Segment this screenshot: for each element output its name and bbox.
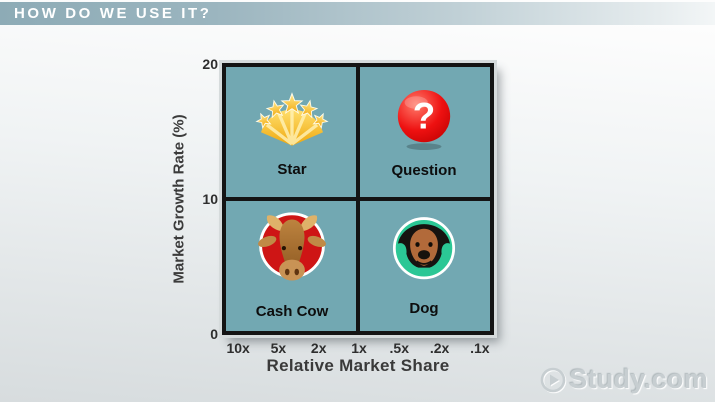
brand-name: Study.com — [569, 364, 708, 394]
quadrant-label-question: Question — [391, 162, 457, 179]
page-title: HOW DO WE USE IT? — [14, 5, 212, 22]
x-axis-label: Relative Market Share — [266, 356, 450, 375]
svg-text:?: ? — [413, 96, 435, 137]
bcg-matrix: Star — [219, 60, 497, 338]
x-axis-ticks: 10x 5x 2x 1x .5x .2x .1x — [218, 340, 500, 356]
star-fan-icon — [242, 88, 342, 155]
quadrant-cash-cow: Cash Cow — [226, 199, 358, 331]
x-tick: 10x — [226, 340, 250, 356]
question-mark-icon: ? — [393, 87, 455, 156]
x-tick: 1x — [351, 340, 367, 356]
quadrant-label-dog: Dog — [409, 300, 439, 317]
x-tick: .1x — [470, 340, 490, 356]
x-tick: .5x — [389, 340, 409, 356]
quadrant-grid: Star — [226, 67, 490, 331]
brand-watermark: Study.com — [539, 364, 708, 395]
quadrant-dog: Dog — [358, 199, 490, 331]
y-tick-10: 10 — [202, 191, 218, 207]
y-axis-label-text: Market Growth Rate (%) — [170, 114, 188, 284]
matrix-horizontal-divider — [226, 197, 490, 201]
x-tick: .2x — [429, 340, 450, 356]
quadrant-label-cash-cow: Cash Cow — [255, 303, 329, 320]
header-bar: HOW DO WE USE IT? — [0, 2, 715, 25]
x-tick: 5x — [270, 340, 287, 356]
quadrant-question: ? Question — [358, 67, 490, 199]
x-tick: 2x — [310, 340, 327, 356]
y-tick-0: 0 — [210, 326, 218, 342]
dog-icon — [384, 213, 464, 294]
quadrant-star: Star — [226, 67, 358, 199]
quadrant-label-star: Star — [277, 161, 307, 178]
cow-icon — [249, 210, 335, 297]
play-circle-icon — [539, 366, 567, 394]
y-tick-20: 20 — [202, 56, 218, 72]
y-axis-label: Market Growth Rate (%) — [168, 63, 190, 335]
